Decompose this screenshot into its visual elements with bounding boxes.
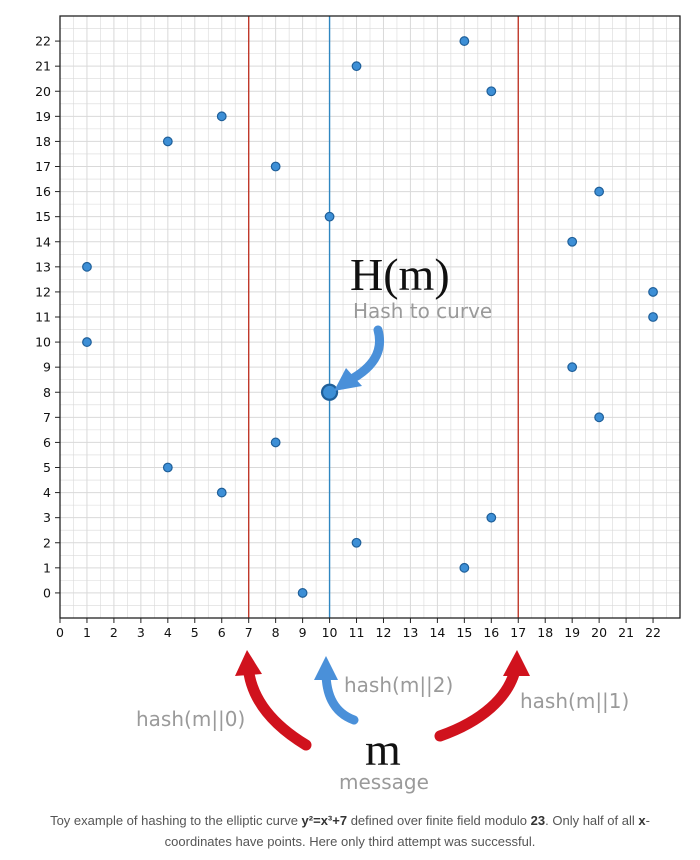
curve-point (567, 236, 578, 247)
curve-point (486, 86, 497, 97)
x-tick-label: 6 (218, 625, 226, 640)
caption-modulus: 23 (530, 813, 546, 828)
curve-point (648, 312, 658, 322)
y-tick-label: 17 (35, 159, 51, 174)
message-m-label: m (365, 724, 401, 775)
caption-part1: Toy example of hashing to the elliptic c… (50, 813, 302, 828)
x-tick-label: 11 (349, 625, 365, 640)
x-tick-label: 8 (272, 625, 280, 640)
attempt2-arrowhead (314, 656, 338, 680)
x-tick-label: 18 (537, 625, 553, 640)
hash-to-curve-arrowhead (334, 368, 362, 391)
x-tick-label: 10 (322, 625, 338, 640)
y-tick-label: 12 (35, 284, 51, 299)
vertical-lines (247, 16, 519, 618)
y-tick-label: 0 (43, 585, 51, 600)
curve-point (459, 562, 470, 573)
x-tick-label: 17 (510, 625, 526, 640)
x-tick-label: 19 (564, 625, 580, 640)
curve-point (270, 161, 281, 172)
curve-point (297, 588, 308, 598)
y-tick-label: 4 (43, 485, 51, 500)
attempt0-arrow (242, 659, 312, 751)
caption-x: x (638, 813, 646, 828)
highlighted-curve-point (320, 383, 339, 401)
x-axis-ticks: 0 1 2 3 4 5 6 7 8 9 10 11 12 13 14 15 16 17 18 19 20 21 22 (56, 618, 661, 640)
curve-point (486, 512, 497, 523)
y-tick-label: 22 (35, 34, 51, 49)
curve-point (324, 211, 335, 222)
attempt0-arrowhead (235, 650, 262, 676)
x-tick-label: 2 (110, 625, 118, 640)
y-tick-label: 20 (35, 84, 51, 99)
curve-point (82, 337, 92, 347)
x-tick-label: 13 (402, 625, 418, 640)
curve-point (270, 437, 281, 448)
curve-point (459, 36, 470, 46)
curve-point (216, 487, 227, 498)
y-tick-label: 14 (35, 234, 51, 249)
y-tick-label: 21 (35, 59, 51, 74)
hash-to-curve-arrow (345, 325, 384, 385)
x-tick-label: 21 (618, 625, 634, 640)
caption-equation: y²=x³+7 (301, 813, 348, 828)
y-tick-label: 19 (35, 109, 51, 124)
y-tick-label: 2 (43, 535, 51, 550)
y-tick-label: 8 (43, 385, 51, 400)
x-tick-label: 7 (245, 625, 253, 640)
x-tick-label: 14 (429, 625, 445, 640)
y-tick-label: 10 (35, 335, 51, 350)
x-tick-label: 1 (83, 625, 91, 640)
caption-part3: . Only half of all (545, 813, 639, 828)
x-tick-label: 16 (483, 625, 499, 640)
x-tick-label: 5 (191, 625, 199, 640)
hash-to-curve-label: Hash to curve (353, 299, 492, 323)
message-word-label: message (339, 770, 429, 794)
curve-point (594, 412, 605, 423)
y-tick-label: 11 (35, 310, 51, 325)
x-tick-label: 9 (299, 625, 307, 640)
y-tick-label: 9 (43, 360, 51, 375)
attempt1-label: hash(m||1) (520, 689, 629, 713)
x-tick-label: 4 (164, 625, 172, 640)
x-tick-label: 12 (376, 625, 392, 640)
caption-part2: defined over finite field modulo (347, 813, 531, 828)
curve-points (82, 36, 658, 598)
y-tick-label: 3 (43, 510, 51, 525)
attempt2-label: hash(m||2) (344, 673, 453, 697)
y-tick-label: 5 (43, 460, 51, 475)
curve-point (216, 111, 227, 122)
y-tick-label: 15 (35, 209, 51, 224)
y-tick-label: 1 (43, 560, 51, 575)
curve-point (82, 261, 92, 272)
caption-part4: -coordinates have points. Here only thir… (164, 813, 650, 849)
attempt0-label: hash(m||0) (136, 707, 245, 731)
x-tick-label: 22 (645, 625, 661, 640)
y-tick-label: 18 (35, 134, 51, 149)
x-tick-label: 0 (56, 625, 64, 640)
curve-point (351, 61, 362, 72)
x-tick-label: 20 (591, 625, 607, 640)
curve-point (162, 136, 173, 147)
curve-point (567, 362, 578, 373)
curve-point (648, 287, 658, 297)
y-tick-label: 7 (43, 410, 51, 425)
attempt1-arrowhead (503, 650, 530, 676)
curve-point (162, 462, 173, 473)
x-tick-label: 3 (137, 625, 145, 640)
grid (59, 15, 681, 619)
chart-figure: 0 1 2 3 4 5 6 7 8 9 10 11 12 13 14 15 16 17 18 19 20 21 22 012… (35, 15, 681, 794)
figure-caption: Toy example of hashing to the elliptic c… (20, 810, 680, 852)
curve-point (351, 537, 362, 548)
x-tick-label: 15 (456, 625, 472, 640)
y-tick-label: 6 (43, 435, 51, 450)
y-tick-label: 13 (35, 259, 51, 274)
y-tick-label: 16 (35, 184, 51, 199)
curve-point (594, 186, 605, 197)
hash-result-label: H(m) (350, 249, 450, 300)
